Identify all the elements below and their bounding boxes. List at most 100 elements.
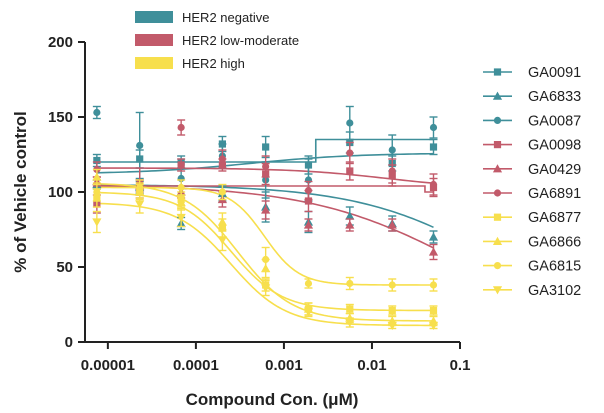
legend-label: GA0098 — [528, 138, 581, 154]
x-axis-title: Compound Con. (μM) — [186, 390, 359, 409]
data-point — [261, 284, 271, 293]
y-tick-label: 150 — [48, 109, 73, 126]
data-point — [387, 220, 397, 229]
data-point — [429, 180, 438, 189]
data-point — [429, 143, 438, 151]
y-tick-label: 0 — [65, 334, 73, 351]
series-ga6815 — [92, 179, 438, 292]
legend-marker — [493, 68, 502, 76]
legend-marker — [492, 286, 503, 295]
data-point — [388, 306, 396, 315]
data-point — [388, 167, 396, 175]
data-point — [303, 308, 314, 317]
data-point — [176, 197, 186, 207]
legend-item-ga0098: GA0098 — [483, 138, 581, 154]
x-ticks: 0.00001 0.0001 0.001 0.01 0.1 — [81, 342, 471, 374]
legend-item-ga0087: GA0087 — [483, 113, 581, 129]
legend-item-ga6891: GA6891 — [483, 186, 581, 202]
data-point — [218, 155, 226, 163]
group-legend-label-her2-high: HER2 high — [182, 56, 245, 71]
legend-marker — [493, 262, 502, 270]
data-point — [304, 279, 313, 288]
series-legend: GA0091 GA6833 GA0087 GA0098 GA0429 GA6891 GA68… — [483, 65, 581, 299]
data-point — [429, 123, 438, 132]
data-point — [388, 281, 396, 289]
legend-label: GA6833 — [528, 89, 581, 105]
y-tick-label: 100 — [48, 184, 73, 201]
data-point — [428, 232, 439, 241]
data-point — [92, 218, 102, 227]
data-point — [303, 220, 314, 229]
legend-item-ga6877: GA6877 — [483, 210, 581, 226]
data-point — [93, 188, 101, 196]
legend-label: GA6891 — [528, 186, 581, 202]
data-point — [429, 281, 438, 289]
data-point — [346, 149, 354, 157]
data-point — [262, 255, 270, 264]
data-point — [135, 200, 145, 209]
group-legend-label-her2-low-moderate: HER2 low-moderate — [182, 33, 299, 48]
data-point — [429, 306, 438, 315]
legend-label: GA6815 — [528, 259, 581, 275]
legend-item-ga6866: GA6866 — [483, 234, 581, 250]
y-tick-label: 200 — [48, 34, 73, 51]
x-tick-label: 0.1 — [450, 357, 471, 374]
legend-label: GA3102 — [528, 283, 581, 299]
data-point — [346, 279, 354, 288]
x-tick-label: 0.00001 — [81, 357, 135, 374]
data-point — [136, 141, 144, 150]
group-legend-swatch-her2-low-moderate — [135, 34, 173, 46]
legend-label: GA6877 — [528, 210, 581, 226]
legend-marker — [493, 141, 502, 149]
data-point — [428, 247, 439, 256]
group-legend-swatch-her2-high — [135, 57, 173, 69]
data-point — [177, 123, 185, 132]
data-point — [346, 119, 354, 127]
y-ticks: 0 50 100 150 200 — [48, 34, 85, 351]
data-point — [217, 236, 227, 245]
data-point — [92, 172, 102, 181]
legend-item-ga0091: GA0091 — [483, 65, 581, 81]
data-point — [345, 211, 355, 220]
data-point — [304, 197, 313, 205]
legend-item-ga6833: GA6833 — [483, 89, 581, 105]
data-point — [261, 205, 271, 214]
legend-marker — [492, 164, 503, 173]
data-point — [388, 146, 396, 154]
data-point — [346, 305, 354, 313]
legend-label: GA0091 — [528, 65, 581, 81]
y-tick-label: 50 — [56, 259, 73, 276]
legend-item-ga0429: GA0429 — [483, 162, 581, 178]
data-point — [218, 188, 226, 196]
legend-marker — [492, 91, 503, 100]
data-point — [176, 213, 186, 223]
data-point — [345, 220, 355, 229]
group-legend-swatch-her2-negative — [135, 11, 173, 23]
data-point — [217, 217, 227, 226]
data-point — [346, 167, 354, 175]
legend-label: GA6866 — [528, 234, 581, 250]
group-legend: HER2 negative HER2 low-moderate HER2 hig… — [135, 10, 299, 71]
legend-marker — [493, 213, 502, 221]
fit-curve-ga0098 — [96, 185, 434, 193]
data-point — [93, 156, 101, 165]
legend-label: GA0429 — [528, 162, 581, 178]
data-point — [428, 321, 439, 331]
fit-curve-ga3102 — [96, 202, 434, 327]
legend-marker — [493, 116, 502, 124]
data-point — [177, 161, 185, 169]
data-point — [262, 162, 270, 171]
x-tick-label: 0.001 — [265, 357, 303, 374]
data-point — [387, 321, 397, 331]
data-point — [262, 143, 270, 151]
legend-marker — [492, 236, 503, 245]
legend-item-ga3102: GA3102 — [483, 283, 581, 299]
fit-curve-ga0091 — [96, 138, 434, 163]
fit-curve-ga6815 — [96, 186, 434, 286]
data-points — [92, 105, 439, 331]
legend-label: GA0087 — [528, 113, 581, 129]
group-legend-label-her2-negative: HER2 negative — [182, 10, 269, 25]
y-axis-title: % of Vehicle control — [11, 111, 30, 273]
data-point — [345, 318, 355, 328]
